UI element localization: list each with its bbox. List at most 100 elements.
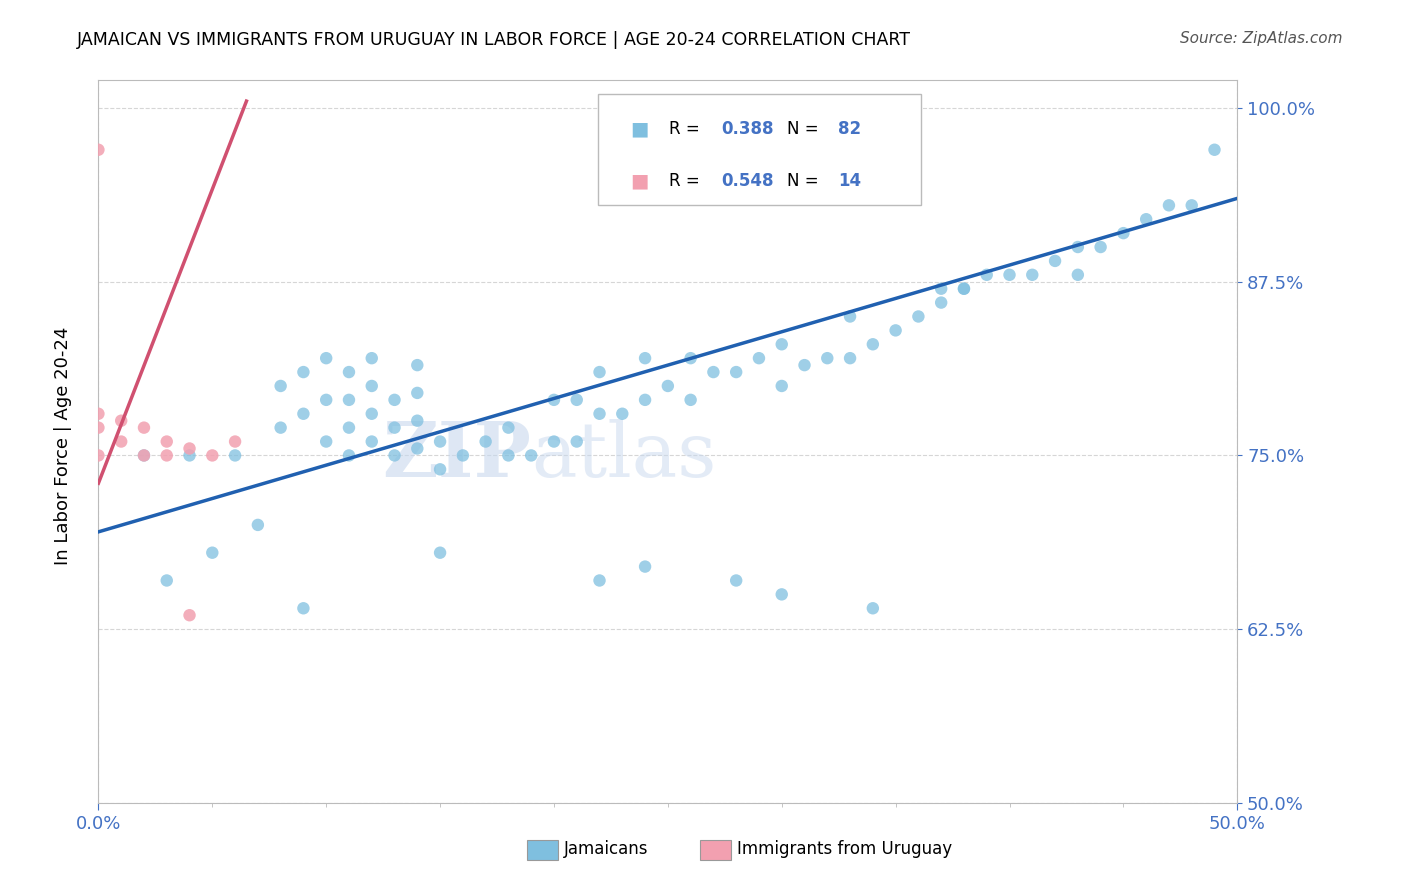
Point xyxy=(292,601,315,615)
Point xyxy=(292,365,315,379)
Point xyxy=(360,351,382,366)
Text: N =: N = xyxy=(787,120,824,138)
Point xyxy=(429,434,451,449)
Point xyxy=(588,407,610,421)
Point xyxy=(406,414,429,428)
Point xyxy=(384,449,406,463)
Point xyxy=(156,449,179,463)
Point xyxy=(270,420,292,434)
Point xyxy=(337,420,360,434)
Text: N =: N = xyxy=(787,172,824,190)
Point xyxy=(270,379,292,393)
Point xyxy=(679,351,702,366)
Point xyxy=(406,442,429,456)
Point xyxy=(862,601,884,615)
Text: R =: R = xyxy=(669,120,706,138)
Point xyxy=(770,587,793,601)
Text: Immigrants from Uruguay: Immigrants from Uruguay xyxy=(737,840,952,858)
Point xyxy=(748,351,770,366)
Point xyxy=(770,379,793,393)
Point xyxy=(793,358,815,372)
Point xyxy=(132,420,155,434)
Point xyxy=(110,414,132,428)
Point xyxy=(201,449,224,463)
Point xyxy=(337,449,360,463)
Point xyxy=(976,268,998,282)
Point xyxy=(612,407,634,421)
Point xyxy=(337,392,360,407)
Point xyxy=(1135,212,1157,227)
Text: Source: ZipAtlas.com: Source: ZipAtlas.com xyxy=(1180,31,1343,46)
Point xyxy=(360,379,382,393)
Point xyxy=(429,546,451,560)
Text: JAMAICAN VS IMMIGRANTS FROM URUGUAY IN LABOR FORCE | AGE 20-24 CORRELATION CHART: JAMAICAN VS IMMIGRANTS FROM URUGUAY IN L… xyxy=(77,31,911,49)
Point xyxy=(839,351,862,366)
Text: 82: 82 xyxy=(838,120,860,138)
Point xyxy=(87,420,110,434)
Point xyxy=(87,143,110,157)
Point xyxy=(543,392,565,407)
Point xyxy=(406,385,429,400)
Point xyxy=(702,365,724,379)
Point xyxy=(953,282,976,296)
Point xyxy=(565,392,588,407)
Point xyxy=(110,434,132,449)
Point xyxy=(839,310,862,324)
Point xyxy=(520,449,543,463)
Point xyxy=(201,546,224,560)
Text: 0.388: 0.388 xyxy=(721,120,773,138)
Point xyxy=(1157,198,1180,212)
Point xyxy=(132,449,155,463)
Point xyxy=(224,434,246,449)
Point xyxy=(815,351,838,366)
Point xyxy=(315,351,337,366)
Point xyxy=(498,420,520,434)
Point xyxy=(498,449,520,463)
Point xyxy=(246,517,269,532)
Point xyxy=(87,449,110,463)
Point xyxy=(543,434,565,449)
Text: R =: R = xyxy=(669,172,706,190)
Point xyxy=(953,282,976,296)
Point xyxy=(1090,240,1112,254)
Point xyxy=(862,337,884,351)
Point xyxy=(451,449,474,463)
Point xyxy=(337,365,360,379)
Point xyxy=(132,449,155,463)
Point xyxy=(725,365,748,379)
Text: ■: ■ xyxy=(630,171,648,191)
Text: Jamaicans: Jamaicans xyxy=(564,840,648,858)
Point xyxy=(384,420,406,434)
Text: 14: 14 xyxy=(838,172,860,190)
Point xyxy=(1043,253,1066,268)
Point xyxy=(360,434,382,449)
Point xyxy=(179,442,201,456)
Point xyxy=(1067,240,1090,254)
Text: atlas: atlas xyxy=(531,419,717,493)
Text: ■: ■ xyxy=(630,120,648,139)
Point xyxy=(1021,268,1043,282)
Point xyxy=(657,379,679,393)
Point xyxy=(224,449,246,463)
Point xyxy=(907,310,929,324)
Point xyxy=(156,434,179,449)
Point xyxy=(179,449,201,463)
Point xyxy=(884,323,907,337)
Point xyxy=(384,392,406,407)
Point xyxy=(179,608,201,623)
Point xyxy=(360,407,382,421)
Point xyxy=(634,559,657,574)
Point xyxy=(292,407,315,421)
Point xyxy=(634,351,657,366)
Point xyxy=(1181,198,1204,212)
Point xyxy=(406,358,429,372)
Point xyxy=(725,574,748,588)
Point xyxy=(1067,268,1090,282)
Point xyxy=(87,407,110,421)
Point xyxy=(429,462,451,476)
Text: In Labor Force | Age 20-24: In Labor Force | Age 20-24 xyxy=(55,326,72,566)
Point xyxy=(679,392,702,407)
Point xyxy=(565,434,588,449)
Point xyxy=(1112,226,1135,240)
Point xyxy=(929,282,952,296)
